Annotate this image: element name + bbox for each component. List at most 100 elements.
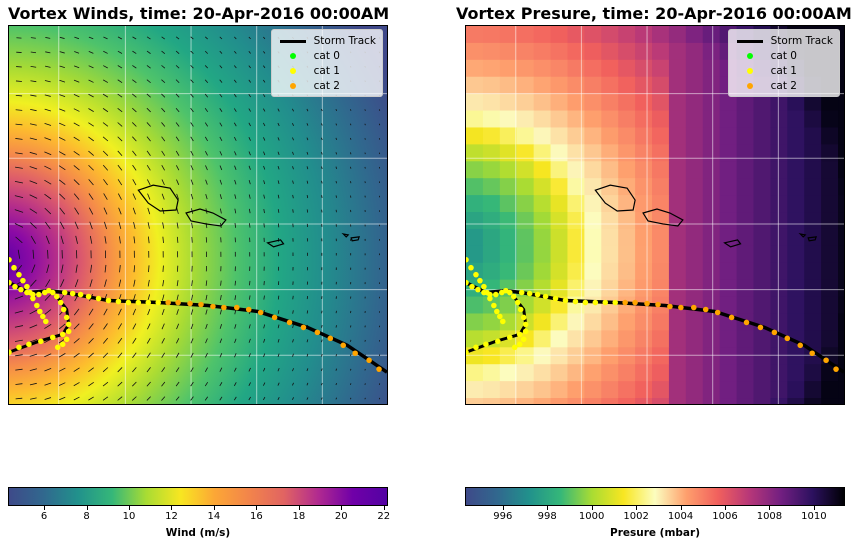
pressure-cell <box>550 195 568 213</box>
pressure-cell <box>499 212 518 230</box>
pressure-cell <box>736 330 754 348</box>
wind-arrow <box>44 151 52 156</box>
colorbar-tick-label: 12 <box>165 511 178 522</box>
pressure-cell <box>466 161 484 179</box>
pressure-cell <box>770 296 788 314</box>
pressure-cell <box>550 42 568 61</box>
wind-arrow <box>88 79 94 83</box>
pressure-cell <box>533 330 552 348</box>
pressure-cell <box>499 42 518 61</box>
pressure-cell <box>635 144 653 162</box>
wind-arrow <box>30 65 37 68</box>
wind-arrow <box>74 279 79 288</box>
pressure-cell <box>567 347 585 365</box>
wind-arrow <box>219 122 223 127</box>
wind-arrow <box>233 93 237 98</box>
pressure-cell <box>736 364 754 382</box>
wind-arrow <box>234 338 237 344</box>
wind-arrow <box>321 123 323 126</box>
storm-track-point <box>30 295 36 302</box>
wind-arrow <box>117 396 123 401</box>
pressure-cell <box>533 93 552 112</box>
pressure-cell <box>584 364 602 382</box>
pressure-cell <box>550 262 568 281</box>
wind-arrow <box>234 280 236 286</box>
wind-arrow <box>30 279 37 287</box>
wind-arrow <box>263 180 266 185</box>
colorbar-tick-label: 10 <box>122 511 136 522</box>
wind-arrow <box>306 180 309 184</box>
wind-arrow <box>176 208 179 214</box>
pressure-cell <box>466 296 484 314</box>
pressure-cell <box>482 144 501 162</box>
wind-arrow <box>146 396 151 401</box>
pressure-cell <box>499 398 518 404</box>
storm-track-point <box>562 297 569 304</box>
storm-track-point <box>552 295 559 302</box>
wind-arrow <box>204 108 209 113</box>
pressure-cell <box>804 195 822 213</box>
wind-arrow <box>104 221 107 230</box>
pressure-cell <box>652 347 670 365</box>
storm-track-point <box>135 299 142 306</box>
storm-track-point <box>493 291 499 298</box>
storm-track-point <box>516 331 523 338</box>
pressure-cell <box>719 178 738 196</box>
wind-arrow <box>73 367 80 372</box>
wind-arrow <box>44 353 52 358</box>
pressure-cell <box>702 364 721 382</box>
wind-arrow <box>146 136 151 142</box>
pressure-cell <box>516 26 535 44</box>
wind-arrow <box>175 367 180 373</box>
wind-arrow <box>74 51 80 54</box>
pressure-cell <box>567 245 585 264</box>
pressure-cell <box>702 347 721 365</box>
pressure-cell <box>736 144 754 162</box>
wind-arrow <box>263 36 266 40</box>
wind-arrow <box>29 166 38 170</box>
pressure-cell <box>516 42 535 61</box>
wind-arrow <box>117 323 123 330</box>
pressure-cell <box>550 398 568 404</box>
pressure-cell <box>736 178 754 196</box>
wind-arrow <box>44 382 52 386</box>
wind-arrow <box>132 136 137 142</box>
pressure-cell <box>685 381 704 399</box>
pressure-cell <box>702 26 721 44</box>
pressure-cell <box>567 178 585 196</box>
wind-arrow <box>306 108 309 112</box>
wind-arrow <box>175 107 180 113</box>
storm-track-point <box>510 293 517 300</box>
wind-arrow <box>104 264 107 273</box>
wind-arrow <box>132 50 137 54</box>
storm-track-point <box>175 299 181 306</box>
pressure-cell <box>838 262 844 281</box>
wind-arrow <box>102 352 109 358</box>
storm-track-point <box>125 299 132 306</box>
pressure-cell <box>601 161 619 179</box>
pressure-colorbar <box>465 487 845 506</box>
pressure-cell <box>567 161 585 179</box>
wind-arrow <box>162 222 165 229</box>
pressure-cell <box>821 93 839 112</box>
pressure-cell <box>635 212 653 230</box>
wind-arrow <box>204 36 208 40</box>
pressure-cell <box>618 144 636 162</box>
wind-arrow <box>263 324 266 329</box>
wind-arrow <box>73 352 80 358</box>
wind-colorbar <box>8 487 388 506</box>
pressure-cell <box>516 245 535 264</box>
pressure-cell <box>567 330 585 348</box>
pressure-cell <box>736 398 754 404</box>
pressure-cell <box>838 398 844 404</box>
storm-track-point <box>36 291 42 298</box>
wind-arrow <box>73 79 80 83</box>
colorbar-tick-label: 1006 <box>712 511 738 522</box>
storm-track-point <box>495 338 501 345</box>
wind-map: Storm Track cat 0 cat 1 cat 2 <box>8 25 388 405</box>
wind-arrow <box>45 279 51 288</box>
wind-arrow <box>204 122 209 127</box>
wind-arrow <box>15 109 23 111</box>
wind-arrow <box>117 79 123 83</box>
pressure-cell <box>584 212 602 230</box>
